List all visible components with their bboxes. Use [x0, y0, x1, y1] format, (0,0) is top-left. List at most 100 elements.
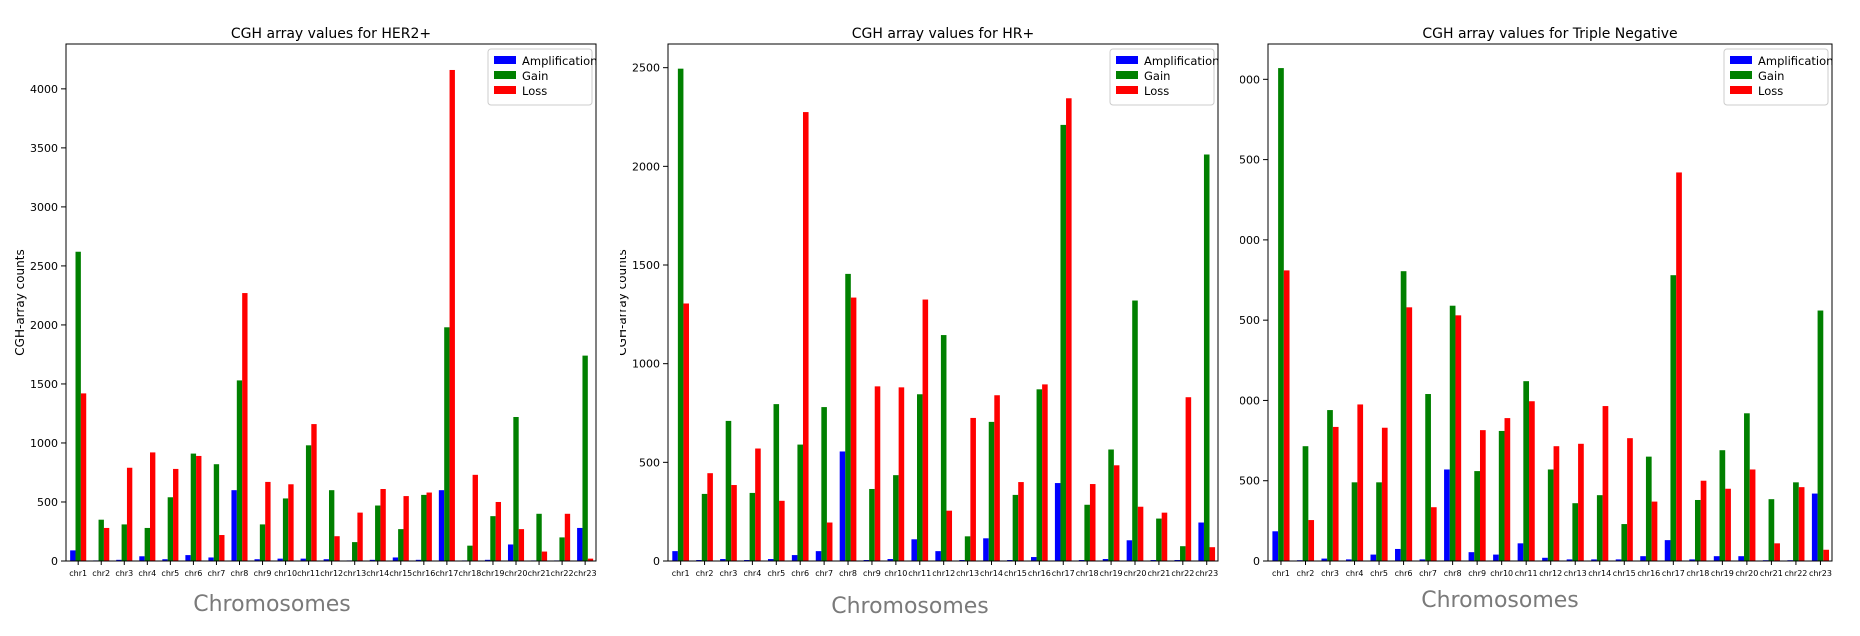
x-tick-label: chr20 — [1735, 569, 1758, 578]
x-tick-label: chr11 — [1515, 569, 1538, 578]
legend-swatch-amplification — [1730, 56, 1752, 64]
x-tick-label: chr19 — [1711, 569, 1734, 578]
bar-amplification-chr3 — [1321, 558, 1328, 561]
bar-loss-chr1 — [80, 393, 87, 561]
bar-gain-chr4 — [1351, 482, 1358, 561]
plot-frame — [667, 43, 1219, 562]
bar-gain-chr22 — [1180, 546, 1186, 561]
x-tick-label: chr11 — [297, 569, 320, 578]
x-tick-label: chr17 — [435, 569, 458, 578]
y-tick-label: 1000 — [632, 358, 660, 371]
legend-swatch-loss — [1116, 86, 1138, 94]
y-tick-label: 500 — [1240, 475, 1260, 488]
bar-loss-chr3 — [1332, 426, 1339, 561]
bar-loss-chr6 — [1406, 307, 1413, 561]
x-tick-label: chr15 — [1004, 569, 1027, 578]
bar-amplification-chr19 — [484, 559, 491, 561]
bar-amplification-chr20 — [1126, 540, 1133, 561]
x-tick-label: chr2 — [1297, 569, 1315, 578]
bar-amplification-chr16 — [415, 559, 422, 561]
bar-amplification-chr3 — [720, 559, 726, 561]
bar-loss-chr22 — [1798, 487, 1805, 561]
bar-loss-chr20 — [518, 529, 525, 561]
x-tick-label: chr2 — [92, 569, 110, 578]
legend-swatch-loss — [494, 86, 516, 94]
bar-gain-chr17 — [444, 327, 450, 561]
x-tick-label: chr1 — [1272, 569, 1290, 578]
bar-loss-chr4 — [150, 452, 156, 561]
bar-amplification-chr7 — [1419, 559, 1426, 561]
bar-amplification-chr12 — [323, 559, 329, 561]
y-tick-label: 1500 — [30, 378, 58, 391]
bar-amplification-chr20 — [1738, 556, 1745, 561]
bar-loss-chr5 — [779, 500, 785, 561]
bar-loss-chr14 — [994, 395, 1000, 561]
bar-gain-chr20 — [1132, 300, 1138, 561]
bar-amplification-chr19 — [1102, 559, 1109, 561]
bar-loss-chr10 — [898, 387, 905, 561]
bar-loss-chr2 — [103, 527, 110, 561]
legend-label-loss: Loss — [522, 84, 547, 98]
bar-loss-chr2 — [707, 473, 713, 561]
bar-loss-chr15 — [1627, 438, 1633, 561]
bar-gain-chr4 — [749, 492, 756, 561]
bar-gain-chr8 — [845, 273, 851, 561]
bar-amplification-chr9 — [1468, 552, 1475, 561]
bar-gain-chr9 — [1474, 471, 1480, 561]
legend-swatch-loss — [1730, 86, 1752, 94]
bar-amplification-chr5 — [767, 559, 774, 561]
chart-panel-triple-negative: CGH array values for Triple NegativeCGH-… — [1240, 0, 1860, 636]
bar-amplification-chr4 — [1345, 559, 1352, 561]
bar-gain-chr19 — [1108, 449, 1114, 561]
x-tick-label: chr14 — [980, 569, 1003, 578]
bar-amplification-chr1 — [70, 550, 76, 561]
bar-gain-chr9 — [869, 488, 875, 561]
bar-gain-chr13 — [352, 542, 358, 561]
bar-loss-chr8 — [850, 297, 857, 561]
bar-amplification-chr8 — [231, 490, 237, 561]
x-tick-label: chr21 — [528, 569, 551, 578]
x-tick-label: chr13 — [956, 569, 979, 578]
bar-loss-chr10 — [288, 484, 294, 561]
bar-amplification-chr14 — [369, 559, 376, 561]
y-axis-label: CGH-array counts — [13, 249, 27, 355]
bar-amplification-chr16 — [1031, 557, 1037, 561]
bar-gain-chr12 — [940, 335, 947, 561]
x-tick-label: chr17 — [1052, 569, 1075, 578]
bar-loss-chr13 — [970, 417, 976, 561]
bar-loss-chr19 — [1725, 488, 1731, 561]
y-tick-label: 0 — [653, 555, 660, 568]
y-tick-label: 500 — [639, 456, 660, 469]
x-tick-label: chr7 — [208, 569, 226, 578]
x-tick-label: chr22 — [1171, 569, 1194, 578]
bar-loss-chr13 — [1578, 443, 1584, 561]
x-tick-label: chr18 — [1686, 569, 1709, 578]
bar-loss-chr7 — [826, 522, 833, 561]
plot-frame — [65, 43, 597, 562]
bar-gain-chr11 — [1523, 381, 1530, 561]
bar-loss-chr4 — [1357, 404, 1364, 561]
bar-loss-chr21 — [1774, 543, 1780, 561]
y-tick-label: 3000 — [1240, 73, 1260, 86]
bar-gain-chr10 — [282, 498, 289, 561]
bar-loss-chr3 — [126, 467, 133, 561]
chart-panel-her2: CGH array values for HER2+ CGH-array coun… — [0, 0, 620, 636]
bar-amplification-chr15 — [1615, 559, 1622, 561]
y-tick-label: 500 — [37, 496, 58, 509]
x-tick-label: chr15 — [1613, 569, 1636, 578]
bar-loss-chr9 — [1479, 430, 1486, 561]
y-tick-label: 1000 — [1240, 394, 1260, 407]
bar-loss-chr18 — [1700, 480, 1707, 561]
bar-gain-chr14 — [375, 505, 381, 561]
bar-amplification-chr6 — [185, 555, 191, 561]
x-tick-label: chr14 — [1588, 569, 1611, 578]
bar-loss-chr5 — [173, 468, 179, 561]
bar-loss-chr16 — [426, 492, 432, 561]
x-tick-label: chr7 — [1419, 569, 1437, 578]
x-tick-label: chr8 — [231, 569, 249, 578]
bar-gain-chr22 — [559, 537, 565, 561]
bar-amplification-chr3 — [116, 559, 122, 561]
bar-gain-chr15 — [398, 529, 404, 561]
legend-label-loss: Loss — [1144, 84, 1169, 98]
